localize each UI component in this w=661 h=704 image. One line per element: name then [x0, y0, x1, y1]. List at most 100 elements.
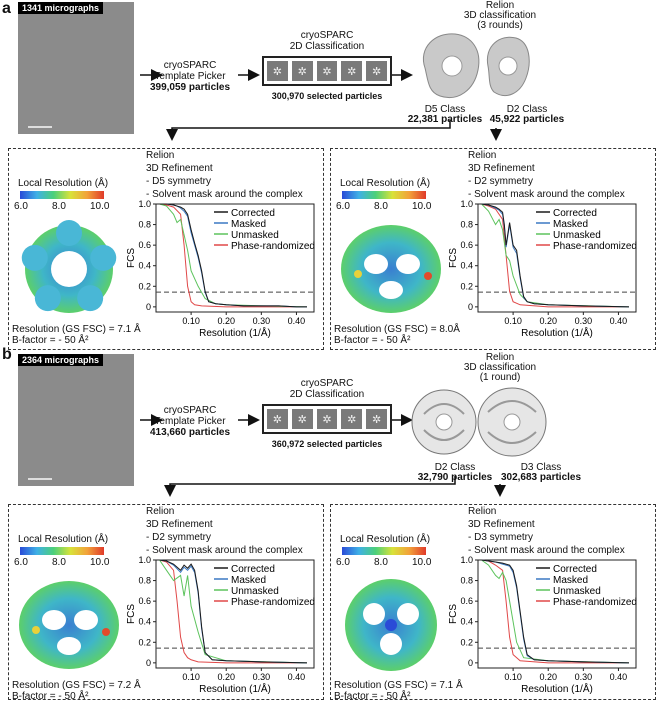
- mask-label: - Solvent mask around the complex: [468, 189, 625, 200]
- class-average: ✲: [291, 409, 313, 429]
- refine-box-a-1: [8, 148, 324, 350]
- y-tick-label: 0.8: [460, 576, 473, 586]
- colorbar-tick-label: 10.0: [90, 557, 110, 568]
- map-hotspot: [354, 270, 362, 278]
- map-hole: [380, 633, 402, 655]
- y-axis-label: FCS: [448, 248, 459, 268]
- class2d-strip-b: ✲ ✲ ✲ ✲ ✲: [262, 404, 392, 434]
- class-a-2-name: D2 Class: [506, 104, 548, 115]
- map-pore: [51, 251, 87, 287]
- legend-label: Corrected: [231, 564, 275, 575]
- y-tick-label: 1.0: [138, 555, 151, 565]
- x-axis-label: Resolution (1/Å): [199, 682, 271, 695]
- map-hole: [74, 610, 98, 630]
- x-tick-label: 0.40: [288, 316, 306, 326]
- y-tick-label: 0.6: [138, 240, 151, 250]
- x-axis-label: Resolution (1/Å): [199, 326, 271, 339]
- y-tick-label: 0.2: [460, 281, 473, 291]
- refine-label: 3D Refinement: [468, 163, 535, 174]
- x-tick-label: 0.10: [504, 672, 522, 682]
- class2d-a-line2: 2D Classification: [289, 41, 365, 52]
- legend-label: Masked: [231, 219, 266, 230]
- map-hotspot: [424, 272, 432, 280]
- picker-b-line1: cryoSPARC: [163, 405, 217, 416]
- class2d-a-line1: cryoSPARC: [300, 30, 354, 41]
- x-tick-label: 0.10: [182, 316, 200, 326]
- legend-label: Masked: [231, 575, 266, 586]
- b-factor: B-factor = - 50 Å²: [334, 691, 411, 702]
- local-resolution-title: Local Resolution (Å): [18, 178, 109, 189]
- x-tick-label: 0.40: [610, 316, 628, 326]
- relion-label: Relion: [146, 150, 175, 161]
- legend-label: Masked: [553, 219, 588, 230]
- relion3d-b-line1: Relion: [485, 352, 515, 363]
- class2d-strip-a: ✲ ✲ ✲ ✲ ✲: [262, 56, 392, 86]
- fsc-series-corrected: [159, 559, 307, 664]
- panel-a-label: a: [2, 0, 11, 17]
- picker-a-count: 399,059 particles: [149, 82, 231, 93]
- class3d-maps-b: [411, 387, 547, 457]
- scale-bar-a: [28, 126, 52, 128]
- b-factor: B-factor = - 50 Å²: [12, 335, 89, 346]
- y-tick-label: 0: [468, 302, 473, 312]
- relion3d-a-line3: (3 rounds): [477, 20, 523, 31]
- x-tick-label: 0.30: [575, 316, 593, 326]
- map-hole: [379, 281, 403, 299]
- y-tick-label: 0.8: [138, 220, 151, 230]
- y-tick-label: 0.2: [138, 281, 151, 291]
- legend-label: Masked: [553, 575, 588, 586]
- legend-label: Corrected: [231, 208, 275, 219]
- class-average: ✲: [341, 61, 363, 81]
- symmetry-label: - D2 symmetry: [146, 532, 211, 543]
- y-tick-label: 0.8: [138, 576, 151, 586]
- map-hole: [396, 254, 420, 274]
- x-axis-label: Resolution (1/Å): [521, 682, 593, 695]
- colorbar-tick-label: 8.0: [374, 557, 388, 568]
- gs-fsc-resolution: Resolution (GS FSC) = 7.2 Å: [12, 680, 141, 691]
- y-tick-label: 1.0: [460, 555, 473, 565]
- fsc-plot-frame: [477, 203, 637, 313]
- colorbar-tick-label: 6.0: [14, 201, 28, 212]
- y-tick-label: 0: [146, 658, 151, 668]
- y-tick-label: 0: [468, 658, 473, 668]
- y-tick-label: 0.4: [460, 261, 473, 271]
- y-tick-label: 0.4: [138, 617, 151, 627]
- legend-label: Corrected: [553, 208, 597, 219]
- panel-b-label: b: [2, 346, 12, 363]
- local-resolution-colorbar: [342, 191, 426, 199]
- picker-b-line2: Template Picker: [154, 416, 226, 427]
- gs-fsc-resolution: Resolution (GS FSC) = 8.0Å: [334, 324, 460, 335]
- y-axis-label: FCS: [448, 604, 459, 624]
- mask-label: - Solvent mask around the complex: [146, 189, 303, 200]
- y-axis-label: FCS: [126, 248, 137, 268]
- x-tick-label: 0.10: [182, 672, 200, 682]
- y-tick-label: 1.0: [460, 199, 473, 209]
- class-average: ✲: [267, 61, 288, 81]
- map-hole: [397, 603, 419, 625]
- fsc-plot-frame: [155, 559, 315, 669]
- class-average: ✲: [341, 409, 363, 429]
- local-resolution-map: [341, 225, 441, 313]
- class-b-1-count: 32,790 particles: [417, 472, 493, 483]
- fsc-series-unmasked: [159, 559, 307, 664]
- legend-label: Unmasked: [553, 586, 601, 597]
- y-tick-label: 0.2: [460, 637, 473, 647]
- map-body: [19, 581, 119, 669]
- class2d-b-selected: 360,972 selected particles: [271, 439, 383, 449]
- map-hole: [57, 637, 81, 655]
- symmetry-label: - D3 symmetry: [468, 532, 533, 543]
- x-tick-label: 0.40: [610, 672, 628, 682]
- relion3d-a-line1: Relion: [485, 0, 515, 11]
- micrograph-a: 1341 micrographs: [18, 2, 134, 134]
- gs-fsc-resolution: Resolution (GS FSC) = 7.1 Å: [334, 680, 463, 691]
- relion3d-a-line2: 3D classification: [463, 10, 537, 21]
- x-tick-label: 0.20: [539, 316, 557, 326]
- gs-fsc-resolution: Resolution (GS FSC) = 7.1 Å: [12, 324, 141, 335]
- class-average: ✲: [267, 409, 288, 429]
